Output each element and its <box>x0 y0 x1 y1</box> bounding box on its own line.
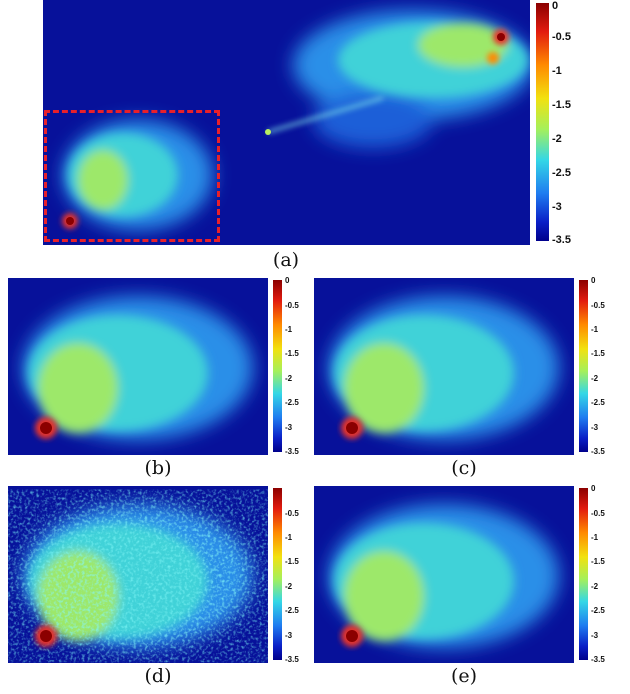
colorbar-tick-label: -1 <box>591 325 599 335</box>
colorbar-tick-label: -2.5 <box>285 606 299 616</box>
image-panel-c <box>314 278 574 455</box>
colorbar-tick-label: -2 <box>591 581 599 591</box>
colorbar-tick-label: -3 <box>591 422 599 432</box>
colorbar-tick-label: -1.5 <box>552 98 571 111</box>
colorbar-c <box>579 280 588 452</box>
colorbar-tick-label: 0 <box>552 0 559 12</box>
galaxy-image-d <box>8 486 268 663</box>
colorbar-tick-label: -1.5 <box>591 349 605 359</box>
colorbar-tick-label: -2.5 <box>591 398 605 408</box>
colorbar-tick-label: -0.5 <box>591 300 605 310</box>
colorbar-tick-label: -2.5 <box>285 398 299 408</box>
image-panel-e <box>314 486 574 663</box>
colorbar-tick-label: -3.5 <box>285 447 299 457</box>
colorbar-tick-label: -3 <box>285 630 293 640</box>
colorbar-tick-label: -3.5 <box>552 234 571 247</box>
colorbar-b <box>273 280 282 452</box>
colorbar-tick-label: -3.5 <box>591 447 605 457</box>
caption-d: (d) <box>144 665 172 687</box>
colorbar-tick-label: -2.5 <box>552 166 571 179</box>
colorbar-tick-label: -3 <box>285 422 293 432</box>
galaxy-image-c <box>314 278 574 455</box>
colorbar-strip <box>273 280 282 452</box>
colorbar-tick-label: -1.5 <box>285 557 299 567</box>
colorbar-strip <box>579 280 588 452</box>
colorbar-tick-label: -1 <box>285 325 293 335</box>
caption-a: (a) <box>272 249 300 271</box>
colorbar-e <box>579 488 588 660</box>
galaxy-image-b <box>8 278 268 455</box>
zoom-region-box <box>44 110 220 242</box>
image-panel-a <box>43 0 530 245</box>
colorbar-tick-label: -1 <box>285 533 293 543</box>
colorbar-tick-label: -0.5 <box>552 31 571 44</box>
colorbar-tick-label: 0 <box>591 484 596 494</box>
image-panel-b <box>8 278 268 455</box>
colorbar-d <box>273 488 282 660</box>
colorbar-tick-label: -1.5 <box>285 349 299 359</box>
colorbar-tick-label: -0.5 <box>285 300 299 310</box>
caption-e: (e) <box>450 665 478 687</box>
colorbar-a <box>536 3 549 241</box>
colorbar-tick-label: -3 <box>552 200 562 213</box>
colorbar-tick-label: -3.5 <box>285 655 299 665</box>
caption-b: (b) <box>144 457 172 479</box>
galaxy-image-e <box>314 486 574 663</box>
colorbar-tick-label: -0.5 <box>285 508 299 518</box>
galaxy-image-a <box>43 0 530 245</box>
colorbar-tick-label: -0.5 <box>591 508 605 518</box>
colorbar-tick-label: -1.5 <box>591 557 605 567</box>
colorbar-tick-label: -2 <box>591 373 599 383</box>
caption-c: (c) <box>451 457 477 479</box>
colorbar-tick-label: -2 <box>285 373 293 383</box>
colorbar-tick-label: -2.5 <box>591 606 605 616</box>
colorbar-tick-label: -3 <box>591 630 599 640</box>
colorbar-strip <box>273 488 282 660</box>
colorbar-tick-label: -3.5 <box>591 655 605 665</box>
colorbar-tick-label: -2 <box>552 132 562 145</box>
colorbar-tick-label: 0 <box>285 276 290 286</box>
colorbar-tick-label: -2 <box>285 581 293 591</box>
colorbar-strip <box>579 488 588 660</box>
colorbar-strip <box>536 3 549 241</box>
colorbar-tick-label: -1 <box>552 65 562 78</box>
image-panel-d <box>8 486 268 663</box>
colorbar-tick-label: 0 <box>591 276 596 286</box>
colorbar-tick-label: -1 <box>591 533 599 543</box>
